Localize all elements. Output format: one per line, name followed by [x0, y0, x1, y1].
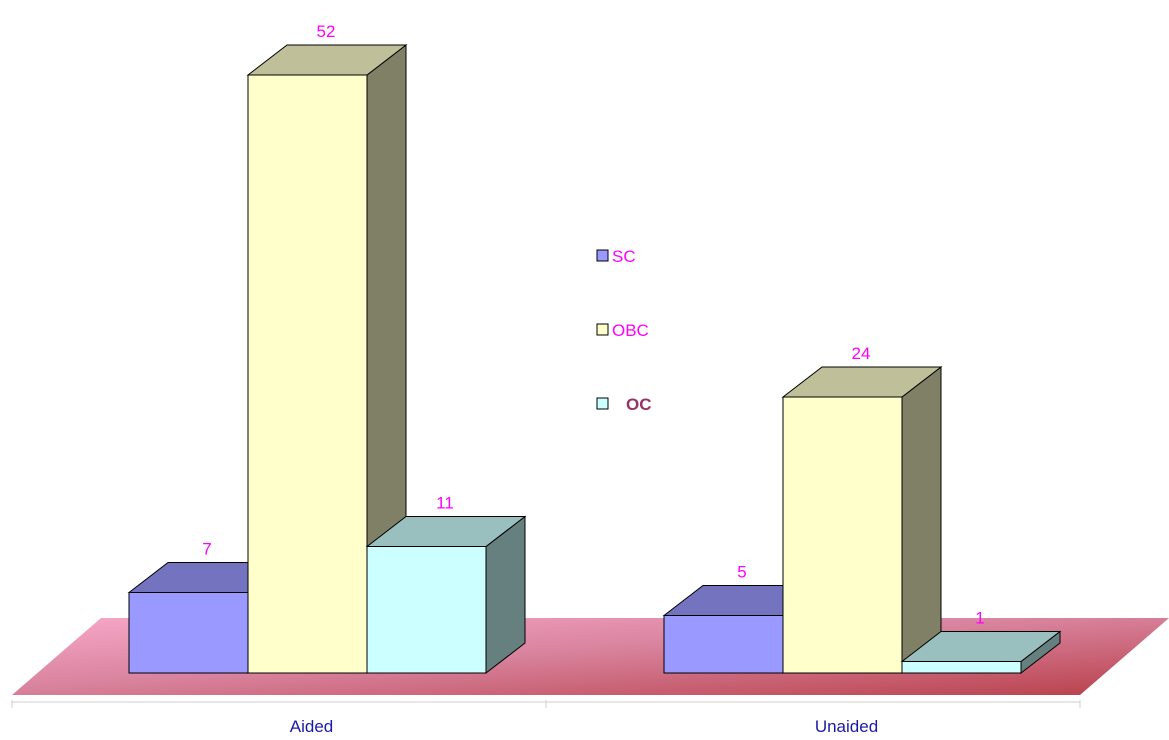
bar-front-face	[247, 74, 368, 674]
legend: SC OBC OC	[596, 247, 652, 414]
legend-swatch	[596, 397, 609, 410]
category-label: Aided	[290, 717, 333, 736]
legend-label: OBC	[612, 321, 649, 340]
bar-obc-aided	[246, 43, 408, 675]
legend-swatch	[596, 249, 609, 262]
bar-obc-unaided	[781, 365, 943, 675]
data-label: 52	[317, 22, 336, 41]
bar-oc-unaided	[900, 630, 1062, 675]
data-label: 5	[737, 563, 746, 582]
legend-item-obc: OBC	[596, 321, 649, 340]
bar-front-face	[782, 396, 903, 674]
data-label: 1	[975, 609, 984, 628]
data-label: 24	[852, 344, 871, 363]
category-label: Unaided	[815, 717, 878, 736]
legend-label: OC	[626, 395, 652, 414]
bar-oc-aided	[365, 515, 527, 675]
bar-front-face	[128, 592, 249, 674]
category-label-group: Aided Unaided	[290, 717, 878, 736]
bar-front-face	[901, 661, 1022, 674]
legend-item-sc: SC	[596, 247, 636, 266]
data-label-group: 7 52 11 5 24 1	[202, 22, 984, 628]
data-label: 7	[202, 540, 211, 559]
data-label: 11	[436, 494, 454, 513]
legend-item-oc: OC	[596, 395, 652, 414]
legend-label: SC	[612, 247, 636, 266]
legend-swatch	[596, 323, 609, 336]
bar-series-group	[127, 43, 1062, 675]
bar-front-face	[366, 546, 487, 674]
bar-side-face	[901, 365, 942, 675]
bar-front-face	[663, 615, 784, 674]
